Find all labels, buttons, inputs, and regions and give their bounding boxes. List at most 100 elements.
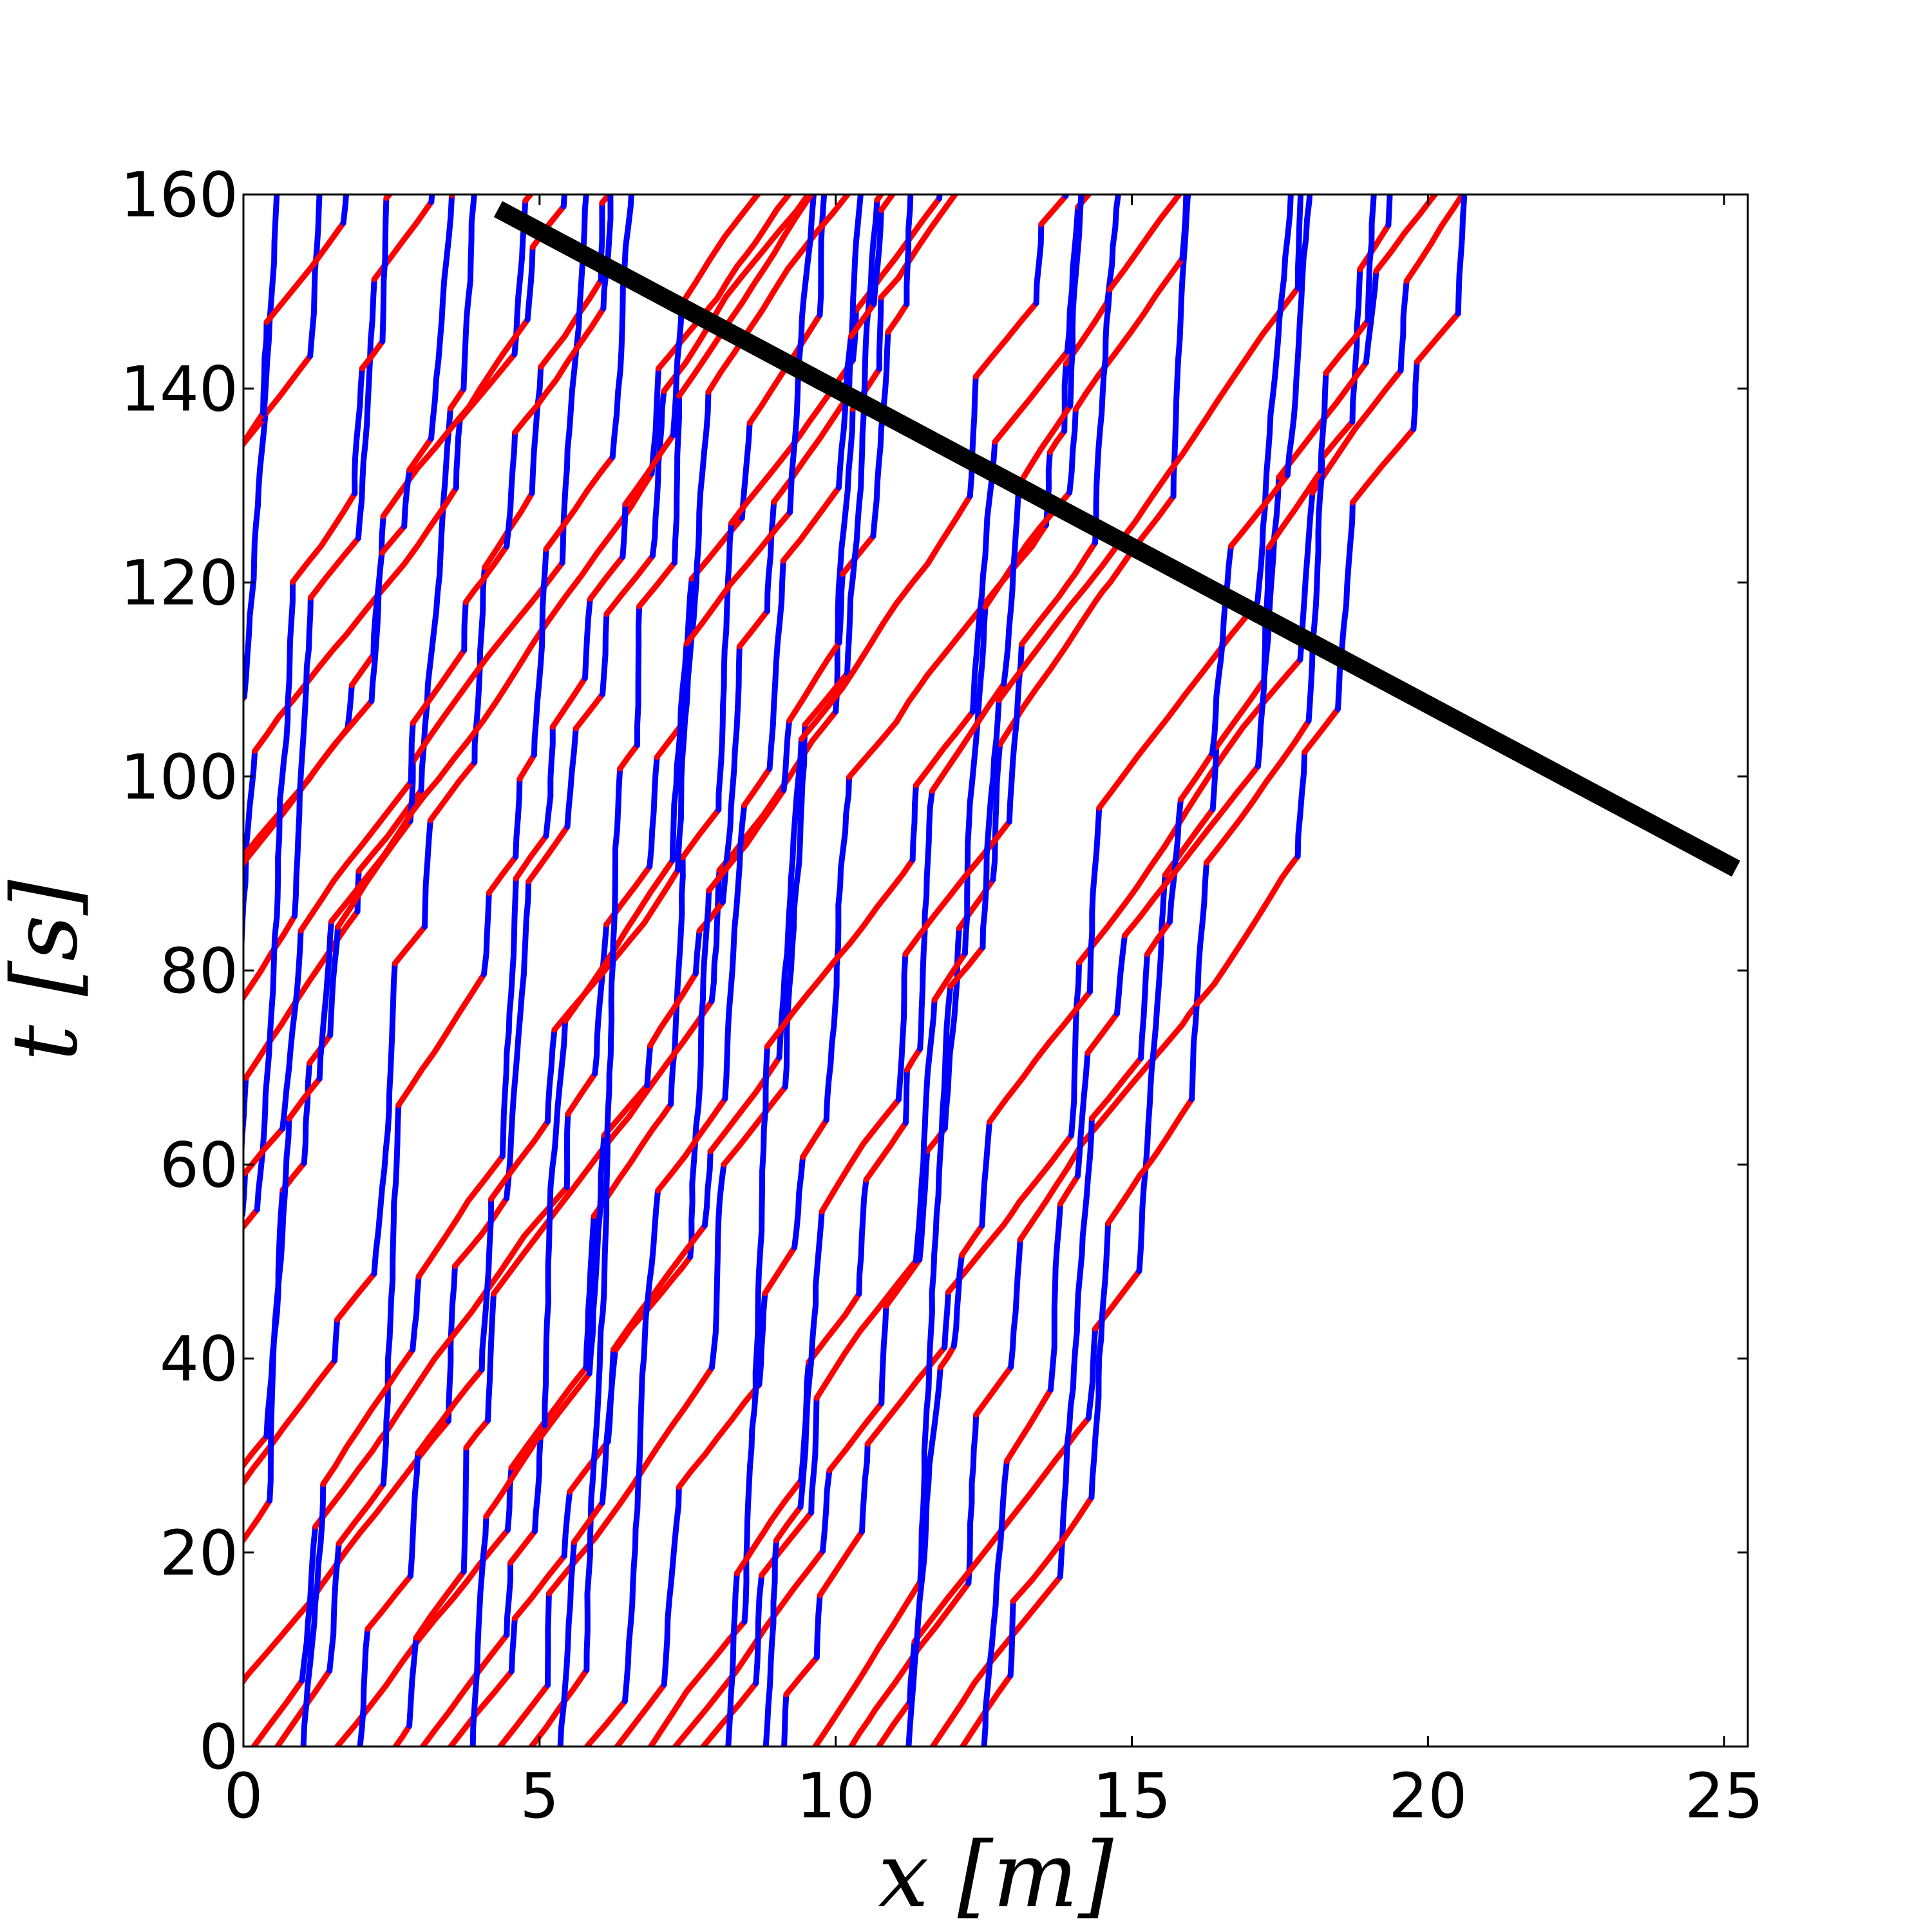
- trajectory-stopped-segment: [601, 1191, 610, 1298]
- trajectory-moving-segment: [947, 944, 986, 989]
- trajectory-moving-segment: [645, 432, 676, 475]
- trajectory-moving-segment: [343, 1473, 407, 1555]
- trajectory-stopped-segment: [1294, 749, 1308, 859]
- trajectory-stopped-segment: [871, 207, 884, 307]
- trajectory-moving-segment: [893, 560, 931, 607]
- trajectory-stopped-segment: [243, 860, 249, 962]
- trajectory-stopped-segment: [340, 194, 349, 226]
- trajectory-stopped-segment: [379, 195, 390, 345]
- trajectory-stopped-segment: [316, 969, 331, 1082]
- trajectory-moving-segment: [480, 543, 510, 583]
- trajectory-moving-segment: [682, 1095, 728, 1159]
- trajectory-moving-segment: [521, 1184, 570, 1240]
- y-tick-label: 160: [120, 159, 238, 231]
- trajectory-stopped-segment: [1094, 336, 1109, 489]
- trajectory-stopped-segment: [677, 717, 688, 822]
- trajectory-stopped-segment: [913, 1159, 927, 1264]
- trajectory-stopped-segment: [269, 1297, 280, 1385]
- trajectory-moving-segment: [840, 640, 874, 691]
- trajectory-moving-segment: [600, 906, 643, 969]
- trajectory-stopped-segment: [1397, 278, 1410, 374]
- trajectory-stopped-segment: [254, 1052, 272, 1213]
- x-tick-label: 0: [223, 1760, 263, 1832]
- trajectory-stopped-segment: [508, 1615, 518, 1674]
- trajectory-moving-segment: [1048, 1132, 1075, 1166]
- trajectory-stopped-segment: [1347, 499, 1356, 545]
- trajectory-moving-segment: [298, 878, 337, 934]
- trajectory-stopped-segment: [764, 498, 777, 614]
- trajectory-moving-segment: [911, 1573, 969, 1645]
- trajectory-moving-segment: [1133, 486, 1160, 524]
- trajectory-moving-segment: [478, 1195, 510, 1238]
- trajectory-stopped-segment: [504, 1113, 515, 1202]
- trajectory-stopped-segment: [916, 1202, 927, 1263]
- trajectory-stopped-segment: [1052, 1200, 1063, 1271]
- trajectory-stopped-segment: [268, 194, 280, 306]
- trajectory-stopped-segment: [422, 817, 433, 930]
- trajectory-stopped-segment: [917, 967, 926, 1052]
- trajectory-moving-segment: [1193, 981, 1217, 1007]
- trajectory-stopped-segment: [353, 365, 365, 445]
- trajectory-stopped-segment: [647, 754, 660, 870]
- trajectory-stopped-segment: [782, 985, 792, 1090]
- trajectory-stopped-segment: [954, 925, 962, 982]
- trajectory-moving-segment: [802, 670, 850, 728]
- trajectory-stopped-segment: [299, 1524, 319, 1683]
- trajectory-stopped-segment: [698, 887, 712, 1020]
- trajectory-stopped-segment: [692, 509, 703, 603]
- trajectory-stopped-segment: [836, 333, 854, 491]
- trajectory-stopped-segment: [325, 918, 334, 976]
- trajectory-moving-segment: [1153, 1096, 1195, 1157]
- trajectory-stopped-segment: [788, 736, 804, 882]
- trajectory-moving-segment: [562, 963, 607, 1024]
- trajectory-stopped-segment: [862, 197, 880, 347]
- trajectory-stopped-segment: [1007, 1598, 1016, 1679]
- trajectory-moving-segment: [1135, 216, 1164, 253]
- trajectory-stopped-segment: [718, 609, 730, 764]
- trajectory-stopped-segment: [1300, 194, 1313, 261]
- trajectory-stopped-segment: [672, 492, 680, 566]
- trajectory-stopped-segment: [701, 1148, 714, 1229]
- trajectory-stopped-segment: [460, 278, 473, 392]
- trajectory-moving-segment: [1083, 518, 1139, 590]
- trajectory-moving-segment: [929, 726, 977, 794]
- trajectory-moving-segment: [410, 726, 438, 765]
- trajectory-moving-segment: [1137, 1150, 1160, 1178]
- trajectory-stopped-segment: [1294, 194, 1304, 291]
- trajectory-stopped-segment: [649, 365, 661, 477]
- trajectory-stopped-segment: [542, 1318, 550, 1428]
- trajectory-moving-segment: [263, 264, 315, 325]
- trajectory-stopped-segment: [911, 1556, 927, 1667]
- trajectory-moving-segment: [741, 766, 773, 809]
- trajectory-moving-segment: [243, 1126, 286, 1176]
- trajectory-moving-segment: [721, 1084, 788, 1168]
- trajectory-moving-segment: [1319, 419, 1356, 461]
- trajectory-moving-segment: [1302, 706, 1341, 755]
- trajectory-stopped-segment: [722, 1010, 732, 1102]
- trajectory-moving-segment: [734, 1541, 759, 1577]
- trajectory-stopped-segment: [732, 703, 741, 754]
- trajectory-stopped-segment: [564, 770, 575, 830]
- trajectory-moving-segment: [803, 923, 867, 999]
- trajectory-moving-segment: [636, 857, 676, 913]
- trajectory-stopped-segment: [1365, 220, 1375, 324]
- trajectory-stopped-segment: [408, 720, 416, 785]
- trajectory-moving-segment: [902, 892, 954, 958]
- trajectory-stopped-segment: [674, 393, 683, 498]
- trajectory-moving-segment: [676, 1435, 721, 1490]
- trajectory-stopped-segment: [274, 796, 283, 920]
- trajectory-stopped-segment: [753, 1617, 761, 1687]
- trajectory-moving-segment: [721, 194, 762, 240]
- trajectory-moving-segment: [290, 542, 325, 585]
- trajectory-stopped-segment: [983, 697, 1002, 858]
- trajectory-stopped-segment: [1043, 449, 1053, 528]
- trajectory-stopped-segment: [277, 718, 291, 802]
- trajectory-moving-segment: [243, 832, 263, 862]
- trajectory-moving-segment: [773, 1504, 804, 1544]
- trajectory-stopped-segment: [781, 1691, 790, 1747]
- trajectory-moving-segment: [410, 647, 468, 726]
- trajectory-moving-segment: [797, 484, 842, 543]
- y-axis-ticks: 0 20 40 60 80 100 120 140 160: [120, 159, 1748, 1783]
- trajectory-moving-segment: [947, 819, 1012, 898]
- trajectory-stopped-segment: [795, 236, 813, 379]
